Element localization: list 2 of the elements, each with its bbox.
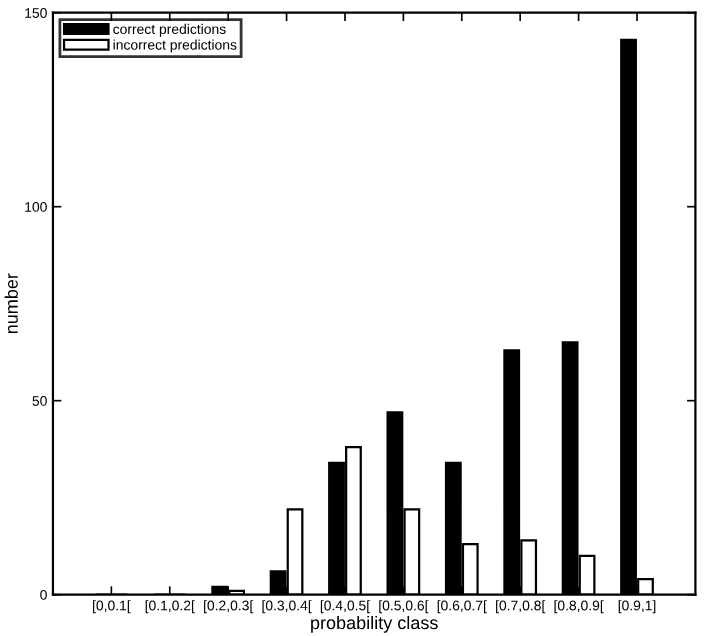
x-axis-title: probability class: [311, 615, 438, 633]
y-axis-title: number: [4, 273, 18, 334]
